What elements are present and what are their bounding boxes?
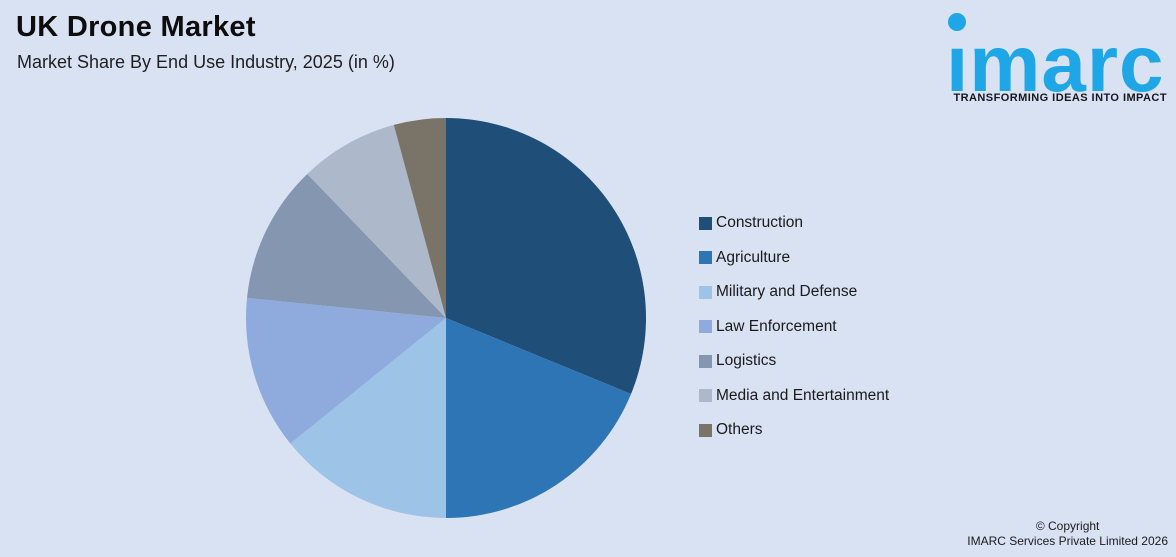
legend-item-law-enforcement: Law Enforcement (699, 317, 889, 337)
pie-slice-agriculture (446, 318, 632, 518)
legend-item-logistics: Logistics (699, 351, 889, 371)
legend-label: Law Enforcement (716, 317, 837, 335)
legend-label: Others (716, 421, 763, 438)
imarc-logo-dot-icon (948, 13, 966, 31)
legend-swatch-icon (699, 423, 712, 437)
legend-label: Media and Entertainment (716, 386, 890, 404)
legend-item-construction: Construction (699, 213, 889, 233)
pie-slice-law-enforcement (246, 297, 446, 444)
legend-swatch-icon (699, 389, 712, 402)
legend-swatch-icon (699, 251, 712, 264)
pie-slice-others (393, 118, 446, 318)
legend-item-agriculture: Agriculture (699, 248, 889, 268)
legend-label: Logistics (716, 352, 777, 369)
pie-slice-construction (446, 118, 646, 394)
legend-swatch-icon (699, 320, 712, 333)
pie-chart (246, 118, 646, 518)
imarc-logo-text: ımarc (946, 19, 1165, 108)
legend-label: Agriculture (716, 248, 791, 266)
pie-slice-media-and-entertainment (307, 124, 446, 318)
legend-item-military-and-defense: Military and Defense (699, 282, 889, 302)
copyright-line-1: © Copyright (1035, 519, 1100, 533)
chart-legend: Construction Agriculture Military and Defe… (699, 213, 889, 455)
legend-swatch-icon (699, 285, 712, 299)
legend-item-others: Others (699, 420, 889, 440)
legend-swatch-icon (699, 354, 712, 368)
imarc-logo-tagline: TRANSFORMING IDEAS INTO IMPACT (953, 92, 1167, 104)
legend-swatch-icon (699, 216, 712, 230)
pie-slice-military-and-defense (290, 318, 446, 518)
copyright-notice: © Copyright IMARC Services Private Limit… (967, 519, 1168, 549)
pie-slice-logistics (247, 173, 446, 318)
legend-item-media-and-entertainment: Media and Entertainment (699, 386, 889, 406)
copyright-line-2: IMARC Services Private Limited 2026 (967, 534, 1168, 548)
page-title: UK Drone Market (16, 11, 256, 43)
page-subtitle: Market Share By End Use Industry, 2025 (… (17, 52, 395, 72)
legend-label: Military and Defense (716, 283, 858, 300)
legend-label: Construction (716, 214, 804, 231)
